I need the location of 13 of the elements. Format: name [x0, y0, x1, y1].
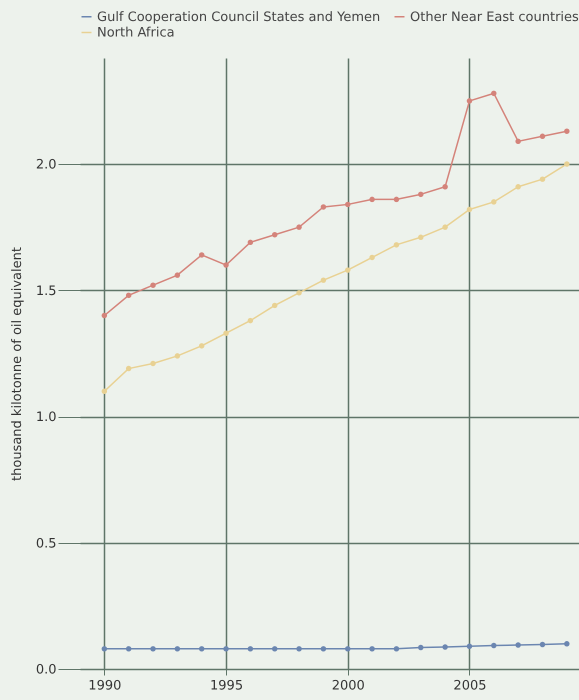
y-tick-label: 1.0 [36, 410, 56, 426]
legend-label: Gulf Cooperation Council States and Yemen [97, 10, 380, 25]
x-tick-label: 2000 [332, 678, 365, 694]
legend-label: Other Near East countries [410, 10, 579, 25]
y-tick-label: 0.0 [36, 662, 56, 678]
x-tick-label: 2005 [453, 678, 487, 694]
legend-label: North Africa [97, 26, 175, 40]
y-tick-label: 2.0 [36, 158, 56, 173]
x-tick-label: 1990 [88, 678, 122, 694]
y-axis-title: thousand kilotonne of oil equivalent [10, 247, 25, 481]
y-tick-label: 1.5 [36, 284, 56, 299]
y-tick-label: 0.5 [36, 536, 56, 552]
x-tick-label: 1995 [210, 678, 244, 694]
